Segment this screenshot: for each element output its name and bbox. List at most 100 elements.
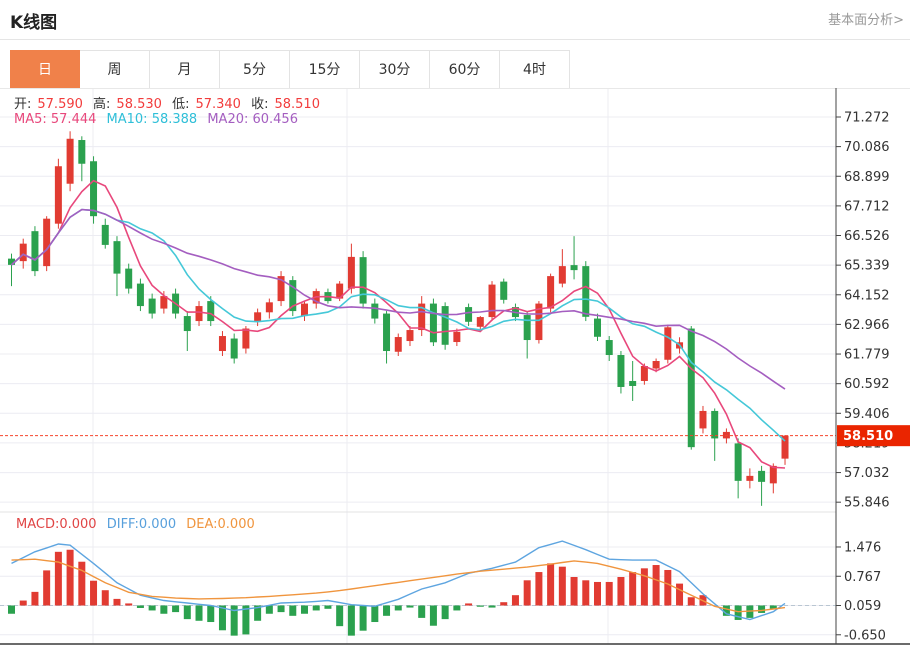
candle-body [66, 138, 74, 184]
candle-body [277, 276, 285, 302]
macd-bar [347, 605, 355, 636]
macd-bar [8, 605, 15, 614]
candle [125, 263, 133, 294]
current-price-badge: 58.510 [837, 425, 910, 447]
macd-bar [500, 602, 508, 606]
fundamental-analysis-link[interactable]: 基本面分析> [828, 13, 904, 28]
candle [312, 288, 320, 309]
macd-bar [31, 591, 39, 606]
tab-60分[interactable]: 60分 [430, 50, 500, 88]
candle [594, 313, 601, 342]
candle [148, 293, 156, 319]
candle [476, 316, 484, 332]
candle-body [336, 283, 344, 299]
header: K线图 基本面分析> [0, 0, 910, 40]
candle [289, 276, 297, 317]
candle [429, 298, 437, 347]
y-axis-label: 67.712 [844, 199, 890, 214]
macd-bar [488, 605, 496, 608]
candle-body [113, 241, 121, 274]
dea-line [11, 558, 786, 613]
candle-body [640, 366, 648, 381]
candle [183, 311, 191, 352]
macd-bar [90, 580, 98, 606]
macd-bar [734, 605, 742, 620]
macd-bar [19, 600, 27, 606]
candle-body [441, 306, 449, 345]
ma5-line [10, 179, 786, 469]
macd-bar [511, 595, 519, 606]
candle-body [465, 307, 473, 322]
macd-bar [242, 605, 250, 635]
macd-bar [277, 605, 285, 613]
candle-body [746, 475, 754, 481]
ma-legend: MA5: 57.444 MA10: 58.388 MA20: 60.456 [14, 112, 304, 127]
tab-15分[interactable]: 15分 [290, 50, 360, 88]
candle [406, 326, 414, 347]
y-axis-label: 0.059 [844, 599, 881, 614]
tab-30分[interactable]: 30分 [360, 50, 430, 88]
candle [277, 271, 285, 307]
candle-body [54, 166, 62, 224]
macd-bar [769, 605, 777, 609]
candle-body [687, 328, 695, 448]
tab-5分[interactable]: 5分 [220, 50, 290, 88]
macd-bar [664, 569, 672, 606]
candle-body [535, 303, 543, 341]
y-axis-label: 59.406 [844, 407, 890, 422]
y-axis-label: 61.779 [844, 348, 890, 363]
macd-bar [722, 605, 730, 616]
candle-body [195, 306, 203, 322]
candles-layer [8, 131, 789, 506]
candle-body [418, 303, 426, 331]
candle-body [488, 284, 496, 318]
candle-body [43, 218, 51, 267]
candle-body [547, 276, 555, 309]
candle-body [254, 312, 262, 322]
high-value: 58.530 [116, 97, 162, 112]
macd-bar [687, 597, 695, 606]
candle-body [629, 380, 637, 386]
candle [90, 156, 98, 224]
macd-bar [605, 581, 613, 606]
candle-body [453, 331, 461, 343]
macd-bar [113, 598, 121, 606]
candle-body [383, 313, 391, 352]
ma10-line [10, 208, 786, 442]
candle [78, 136, 86, 182]
candle [523, 311, 531, 359]
candle-body [711, 410, 719, 439]
macd-bar [324, 605, 332, 609]
macd-histogram [8, 549, 777, 636]
macd-bar [394, 605, 402, 611]
tab-4时[interactable]: 4时 [500, 50, 570, 88]
candle [453, 328, 461, 347]
close-label: 收: [251, 97, 269, 112]
macd-bar [265, 605, 273, 614]
candle [195, 301, 203, 327]
y-axis-label: 64.152 [844, 288, 890, 303]
high-label: 高: [93, 97, 111, 112]
low-value: 57.340 [195, 97, 241, 112]
candle [230, 333, 238, 364]
macd-bar [453, 605, 461, 611]
candle [8, 253, 15, 287]
macd-bar [125, 603, 133, 606]
candle-body [148, 298, 156, 314]
macd-bar [359, 605, 367, 631]
tab-周[interactable]: 周 [80, 50, 150, 88]
y-axis-label: 68.899 [844, 170, 890, 185]
macd-bar [207, 605, 215, 623]
candle-body [301, 303, 308, 317]
candle [218, 331, 226, 357]
candle-body [242, 328, 250, 349]
macd-bar [66, 549, 74, 606]
chart-canvas[interactable]: 71.272 70.086 68.899 67.712 66.526 65.339 64.1… [0, 88, 910, 647]
macd-bar [582, 580, 590, 606]
tab-日[interactable]: 日 [10, 50, 80, 89]
candle-body [359, 257, 367, 304]
tab-月[interactable]: 月 [150, 50, 220, 88]
y-axis-label: 1.476 [844, 540, 881, 555]
badge-background [837, 425, 910, 447]
candle [582, 261, 590, 322]
